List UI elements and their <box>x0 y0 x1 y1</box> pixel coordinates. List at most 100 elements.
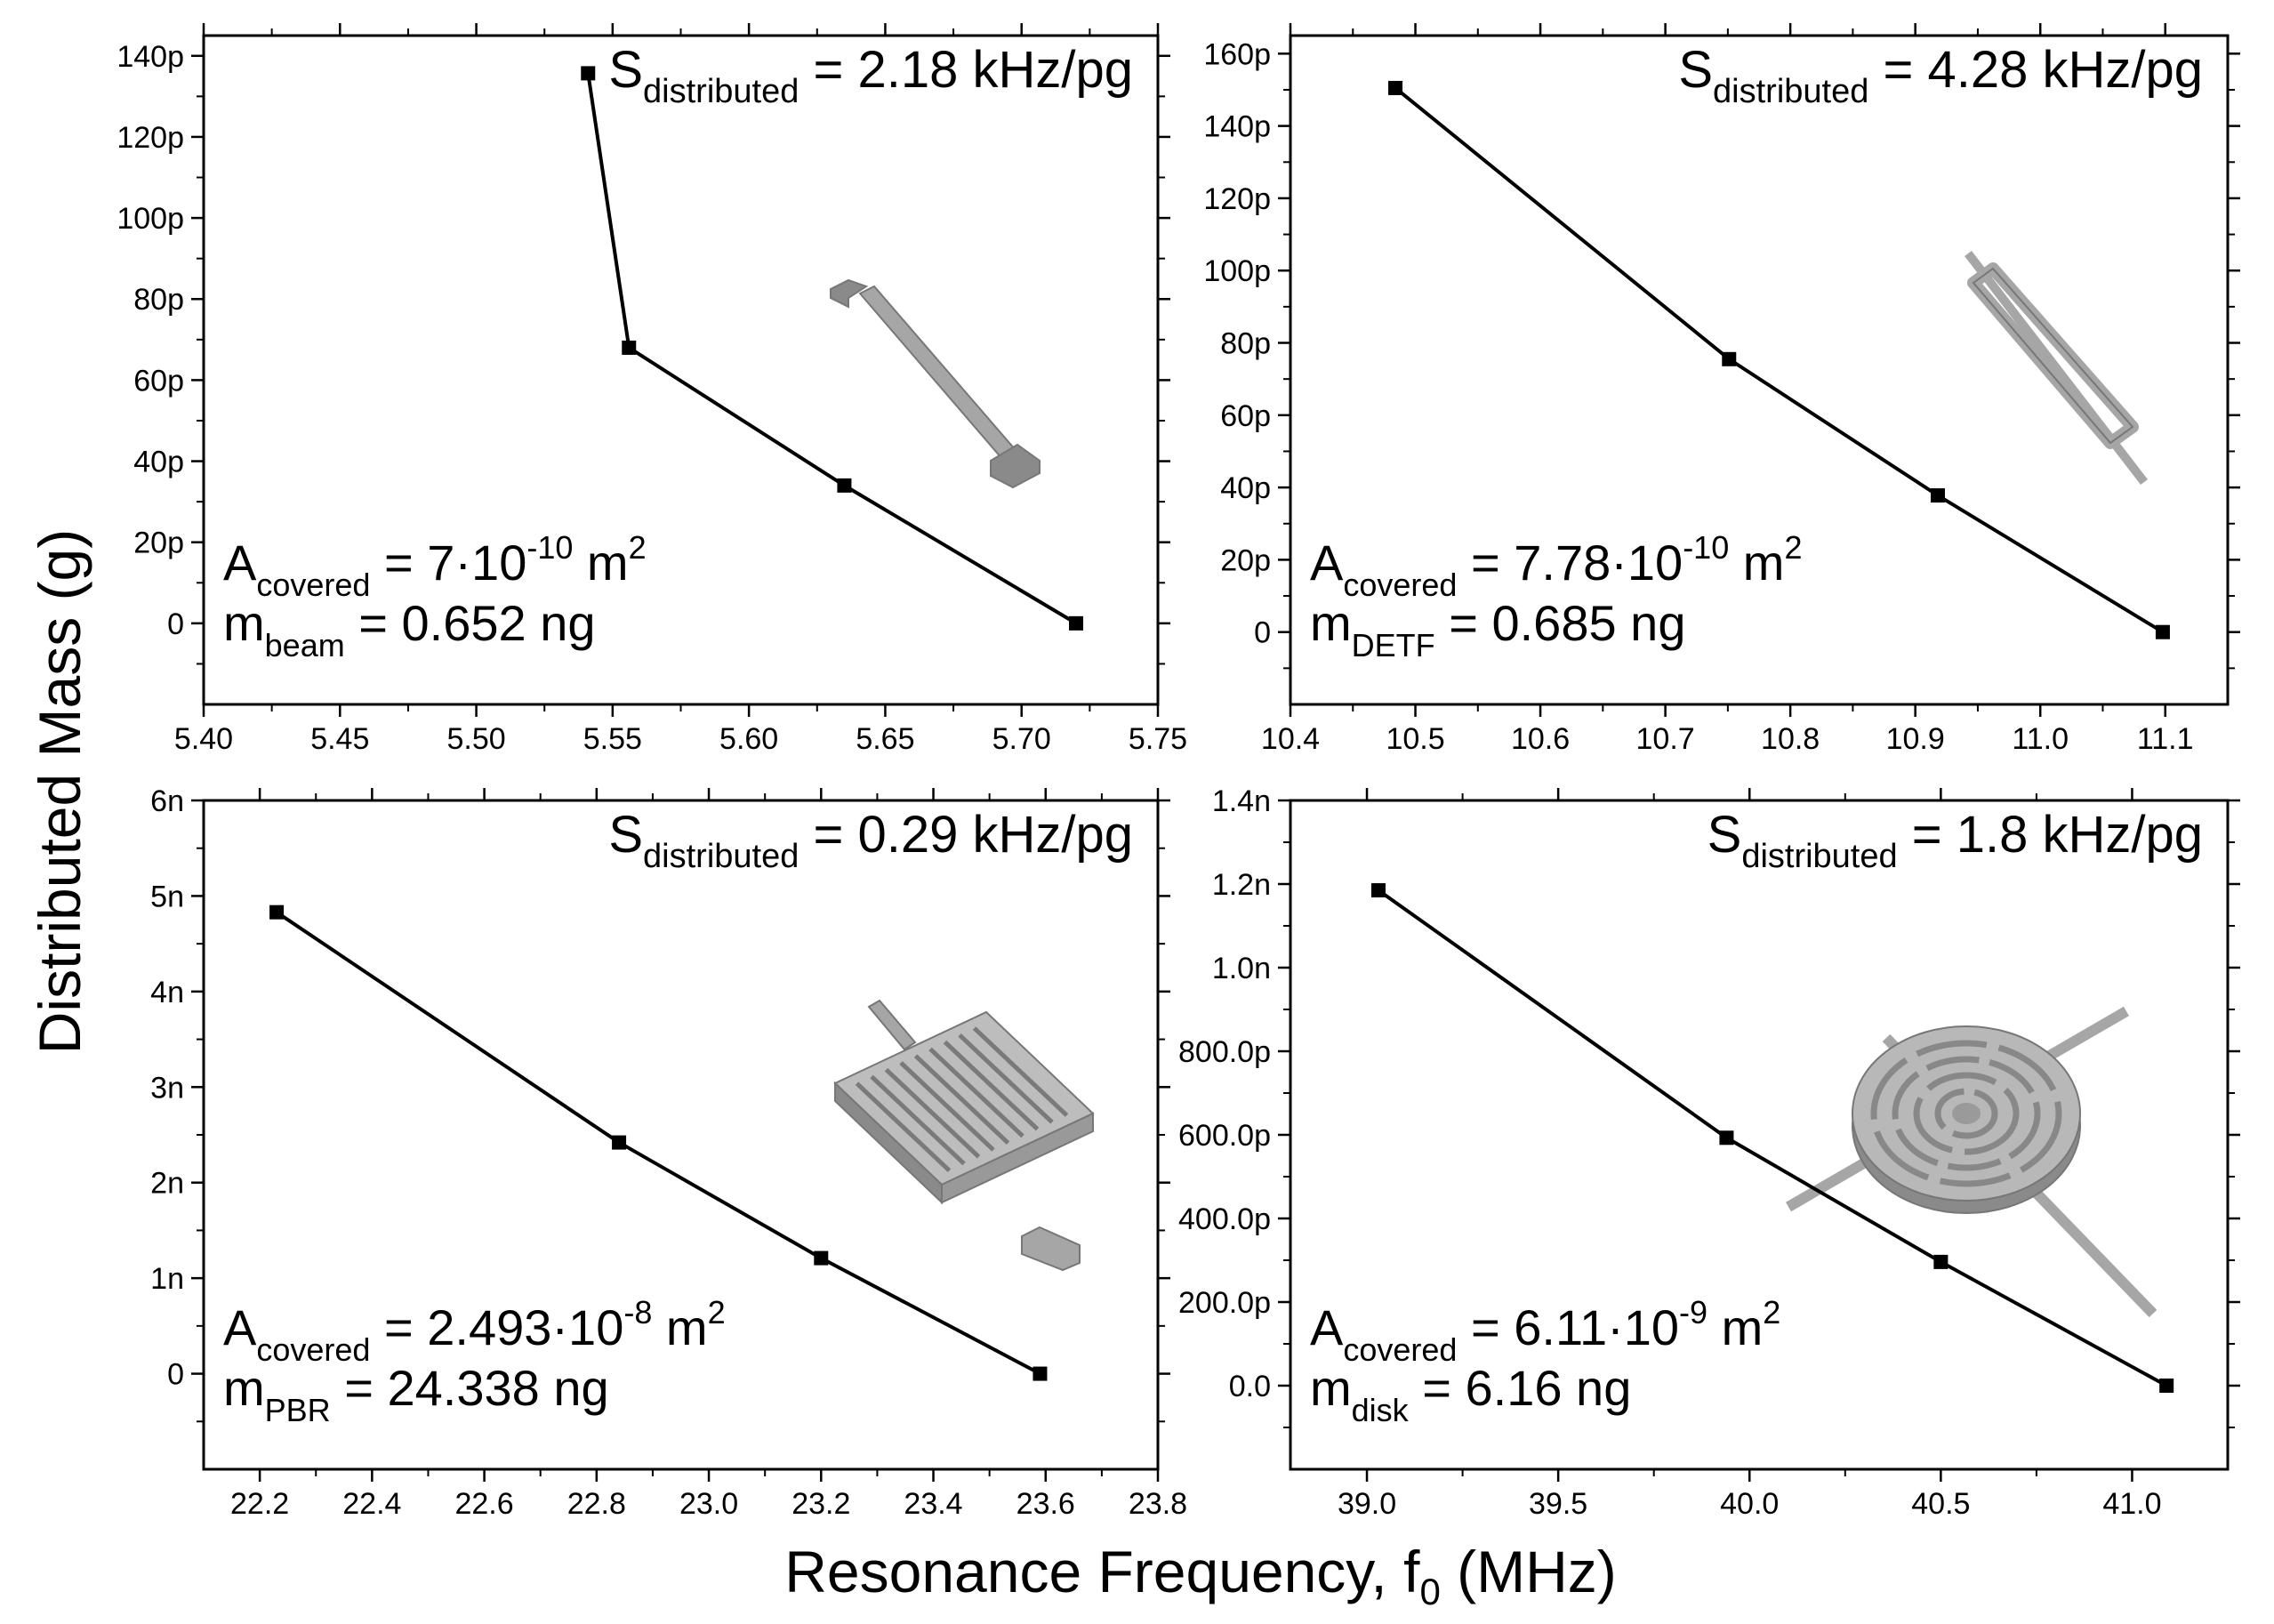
detf-device-icon <box>1965 250 2148 486</box>
x-tick-label: 5.60 <box>719 722 778 756</box>
chart-panel-detf: 10.4 10.5 10.6 10.7 10.8 10.9 11.0 11.1 0 20p 40p 6… <box>1203 23 2240 756</box>
device-mass-annotation: mDETF = 0.685 ng <box>1310 595 1685 663</box>
y-tick-label: 20p <box>133 527 184 560</box>
x-tick-label: 39.5 <box>1529 1487 1587 1521</box>
y-tick-label: 0 <box>167 1358 184 1392</box>
y-tick-label: 1.0n <box>1212 952 1271 985</box>
chart-panel-disk: 39.0 39.5 40.0 40.5 41.0 0.0 200.0p 400.0p 600.0… <box>1178 784 2240 1521</box>
y-tick-label: 6n <box>150 784 184 818</box>
series-line <box>586 73 1078 625</box>
data-point <box>1033 1366 1048 1381</box>
y-tick-label: 160p <box>1203 37 1271 71</box>
data-point <box>269 904 285 920</box>
y-tick-label: 5n <box>150 880 184 913</box>
y-tick-label: 800.0p <box>1178 1035 1271 1069</box>
x-tick-label: 10.4 <box>1261 722 1320 756</box>
data-point <box>814 1250 829 1266</box>
data-point <box>1069 615 1084 631</box>
sensitivity-annotation: Sdistributed = 4.28 kHz/pg <box>1678 41 2203 110</box>
x-tick-label: 10.5 <box>1386 722 1444 756</box>
y-tick-label: 600.0p <box>1178 1119 1271 1153</box>
device-mass-annotation: mdisk = 6.16 ng <box>1310 1360 1631 1428</box>
data-point <box>837 478 852 493</box>
x-tick-label: 41.0 <box>2102 1487 2161 1521</box>
x-tick-label: 10.8 <box>1761 722 1820 756</box>
y-tick-label: 1.2n <box>1212 868 1271 902</box>
y-axis-label: Distributed Mass (g) <box>27 529 92 1055</box>
y-tick-label: 140p <box>1203 110 1271 144</box>
sensitivity-annotation: Sdistributed = 1.8 kHz/pg <box>1708 806 2203 875</box>
data-point <box>581 66 596 81</box>
y-tick-label: 400.0p <box>1178 1202 1271 1236</box>
y-tick-label: 1.4n <box>1212 784 1271 818</box>
plot-frame <box>1289 34 2230 706</box>
y-tick-label: 100p <box>1203 254 1271 288</box>
data-point <box>1719 1130 1734 1146</box>
x-tick-label: 23.8 <box>1129 1487 1187 1521</box>
x-tick-label: 5.65 <box>856 722 914 756</box>
disk-device-icon <box>1785 1006 2157 1318</box>
data-point <box>1388 80 1403 95</box>
y-tick-label: 0 <box>1254 616 1271 650</box>
data-point <box>2155 624 2170 639</box>
x-tick-label: 10.9 <box>1886 722 1945 756</box>
covered-area-annotation: Acovered = 7·10-10 m2 <box>223 529 647 603</box>
x-tick-label: 22.4 <box>342 1487 401 1521</box>
device-mass-annotation: mPBR = 24.338 ng <box>223 1360 609 1428</box>
x-tick-label: 5.75 <box>1129 722 1187 756</box>
x-tick-label: 5.40 <box>174 722 233 756</box>
y-tick-label: 40p <box>133 446 184 479</box>
x-tick-label: 23.6 <box>1016 1487 1075 1521</box>
x-tick-label: 22.2 <box>230 1487 289 1521</box>
y-tick-label: 60p <box>1220 399 1271 433</box>
y-tick-label: 100p <box>117 202 184 236</box>
data-point <box>1370 883 1386 898</box>
x-tick-label: 23.4 <box>904 1487 962 1521</box>
data-point <box>1722 351 1737 366</box>
data-point <box>622 340 637 355</box>
y-tick-label: 80p <box>1220 327 1271 361</box>
y-tick-label: 120p <box>117 121 184 155</box>
series-line <box>275 911 1041 1376</box>
y-tick-label: 200.0p <box>1178 1286 1271 1320</box>
y-tick-label: 40p <box>1220 471 1271 505</box>
pbr-device-icon <box>833 999 1095 1272</box>
x-tick-label: 5.50 <box>446 722 505 756</box>
x-tick-label: 23.2 <box>791 1487 850 1521</box>
y-tick-label: 60p <box>133 364 184 398</box>
x-tick-label: 10.6 <box>1511 722 1570 756</box>
data-point <box>2159 1379 2174 1393</box>
y-tick-label: 2n <box>150 1167 184 1201</box>
x-tick-label: 5.55 <box>583 722 642 756</box>
y-tick-label: 20p <box>1220 543 1271 577</box>
x-tick-label: 11.0 <box>2012 722 2069 756</box>
y-tick-label: 1n <box>150 1262 184 1296</box>
data-point <box>1930 488 1945 503</box>
x-tick-label: 22.8 <box>567 1487 626 1521</box>
y-tick-label: 140p <box>117 40 184 74</box>
y-tick-label: 80p <box>133 283 184 317</box>
y-tick-label: 120p <box>1203 182 1271 216</box>
x-tick-label: 5.45 <box>310 722 369 756</box>
sensitivity-annotation: Sdistributed = 2.18 kHz/pg <box>608 41 1133 110</box>
y-tick-label: 0 <box>167 607 184 641</box>
sensitivity-annotation: Sdistributed = 0.29 kHz/pg <box>608 806 1133 875</box>
x-tick-label: 39.0 <box>1338 1487 1396 1521</box>
series-line <box>1394 86 2164 634</box>
chart-panel-beam: 5.40 5.45 5.50 5.55 5.60 5.65 5.70 5.75 0 20p 40p 6… <box>117 23 1187 756</box>
data-point <box>1933 1254 1949 1269</box>
x-tick-label: 40.0 <box>1720 1487 1779 1521</box>
y-tick-label: 4n <box>150 976 184 1009</box>
x-tick-label: 10.7 <box>1636 722 1695 756</box>
x-axis-label: Resonance Frequency, f0 (MHz) <box>784 1539 1616 1612</box>
covered-area-annotation: Acovered = 7.78·10-10 m2 <box>1310 529 1802 603</box>
x-tick-label: 23.0 <box>679 1487 738 1521</box>
data-point <box>612 1135 627 1150</box>
x-tick-label: 22.6 <box>454 1487 513 1521</box>
y-tick-label: 3n <box>150 1071 184 1105</box>
covered-area-annotation: Acovered = 6.11·10-9 m2 <box>1310 1294 1780 1368</box>
covered-area-annotation: Acovered = 2.493·10-8 m2 <box>223 1294 726 1368</box>
x-tick-label: 40.5 <box>1911 1487 1970 1521</box>
beam-device-icon <box>830 278 1041 489</box>
